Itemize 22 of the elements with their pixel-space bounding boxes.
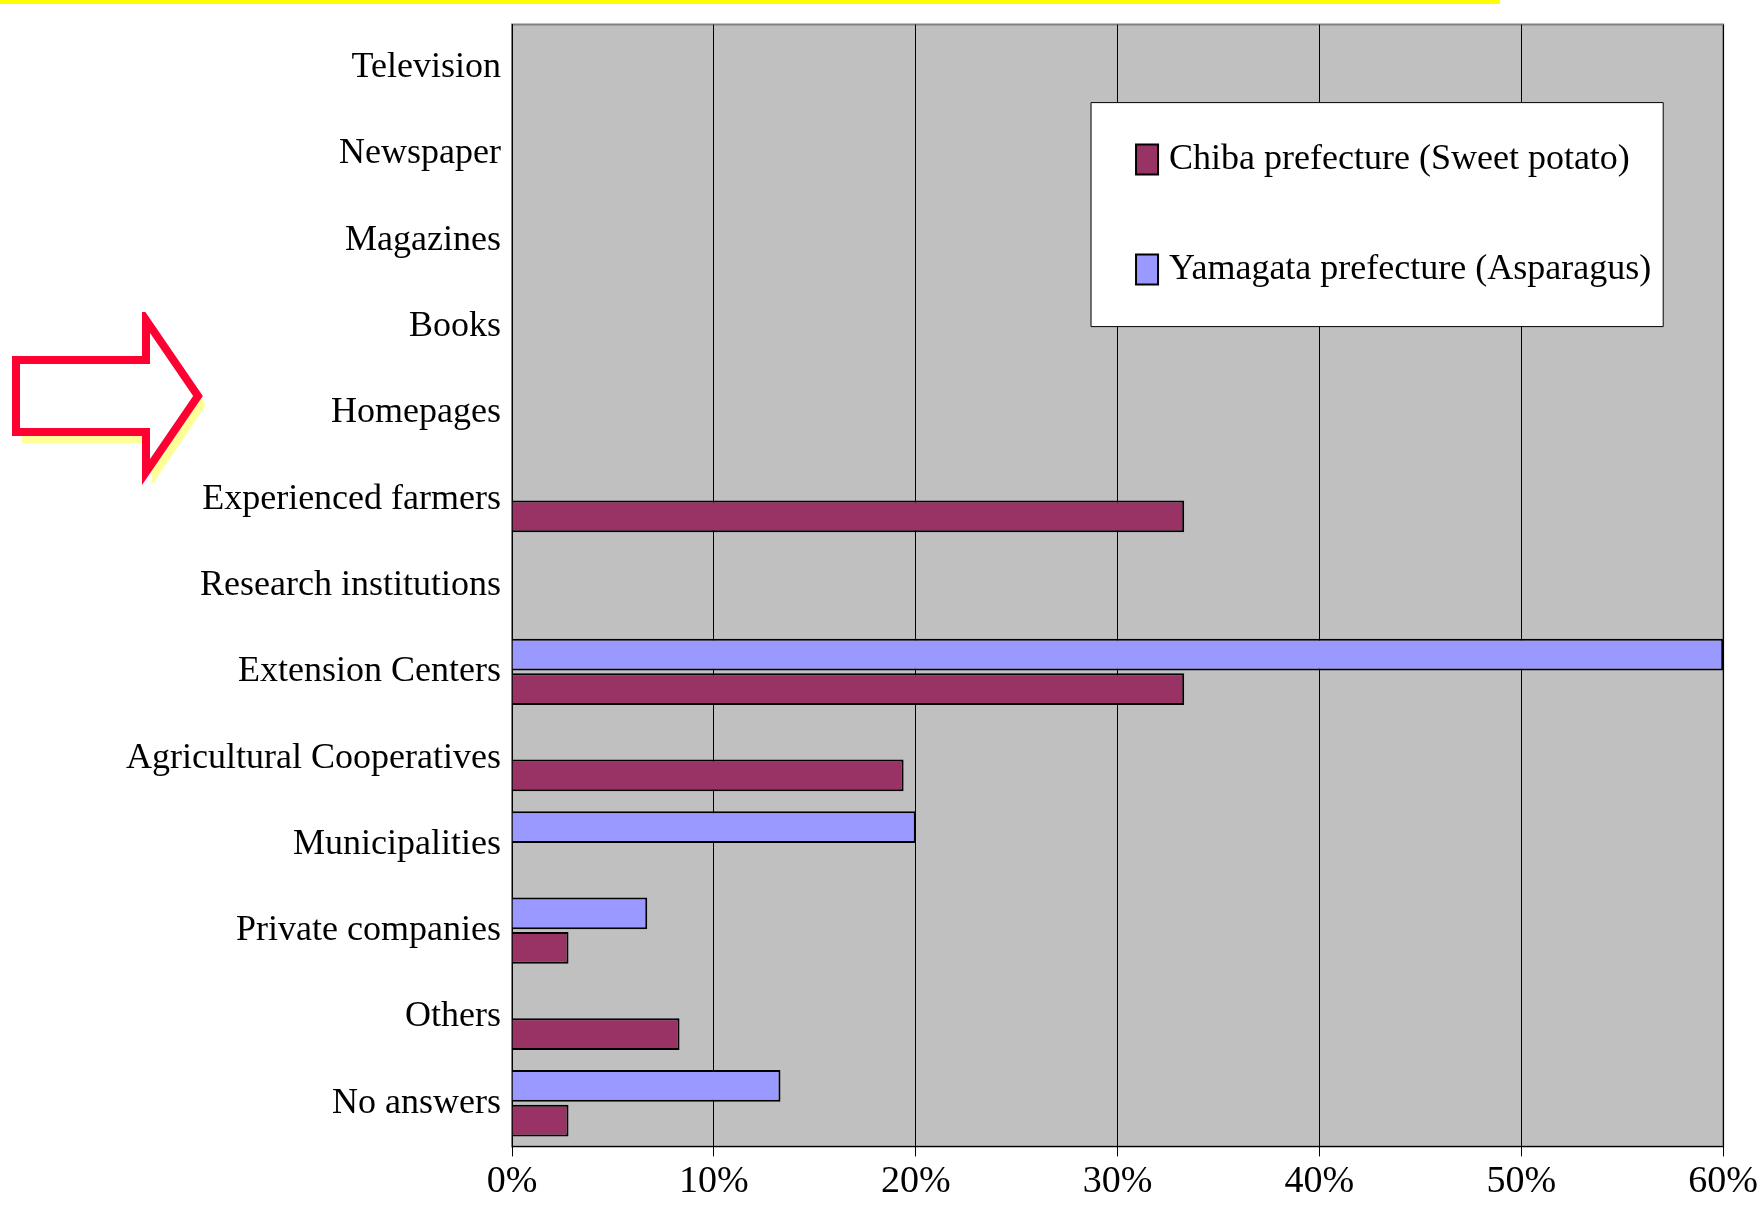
y-tick-label: Experienced farmers <box>202 476 501 517</box>
y-tick-label: Agricultural Cooperatives <box>126 735 501 776</box>
y-tick-label: Research institutions <box>200 562 501 603</box>
y-tick-label: Private companies <box>236 908 501 949</box>
x-tick-label: 30% <box>1082 1158 1153 1201</box>
legend-label: Yamagata prefecture (Asparagus) <box>1169 247 1652 288</box>
x-tick-label: 60% <box>1688 1158 1758 1201</box>
y-tick-label: Newspaper <box>339 131 501 172</box>
y-tick-label: Magazines <box>345 217 501 258</box>
y-tick-label: Municipalities <box>293 821 501 862</box>
legend-label: Chiba prefecture (Sweet potato) <box>1169 137 1630 178</box>
y-tick-label: Homepages <box>331 390 501 431</box>
x-tick-label: 50% <box>1486 1158 1557 1201</box>
x-tick-label: 40% <box>1284 1158 1355 1201</box>
y-tick-label: Television <box>351 45 501 86</box>
x-tick-label: 10% <box>679 1158 749 1201</box>
x-tick-label: 20% <box>880 1158 951 1201</box>
x-tick-label: 0% <box>486 1158 538 1201</box>
y-tick-label: No answers <box>332 1080 501 1121</box>
y-tick-label: Extension Centers <box>238 649 501 690</box>
y-tick-label: Books <box>408 304 501 345</box>
y-tick-label: Others <box>405 994 501 1035</box>
